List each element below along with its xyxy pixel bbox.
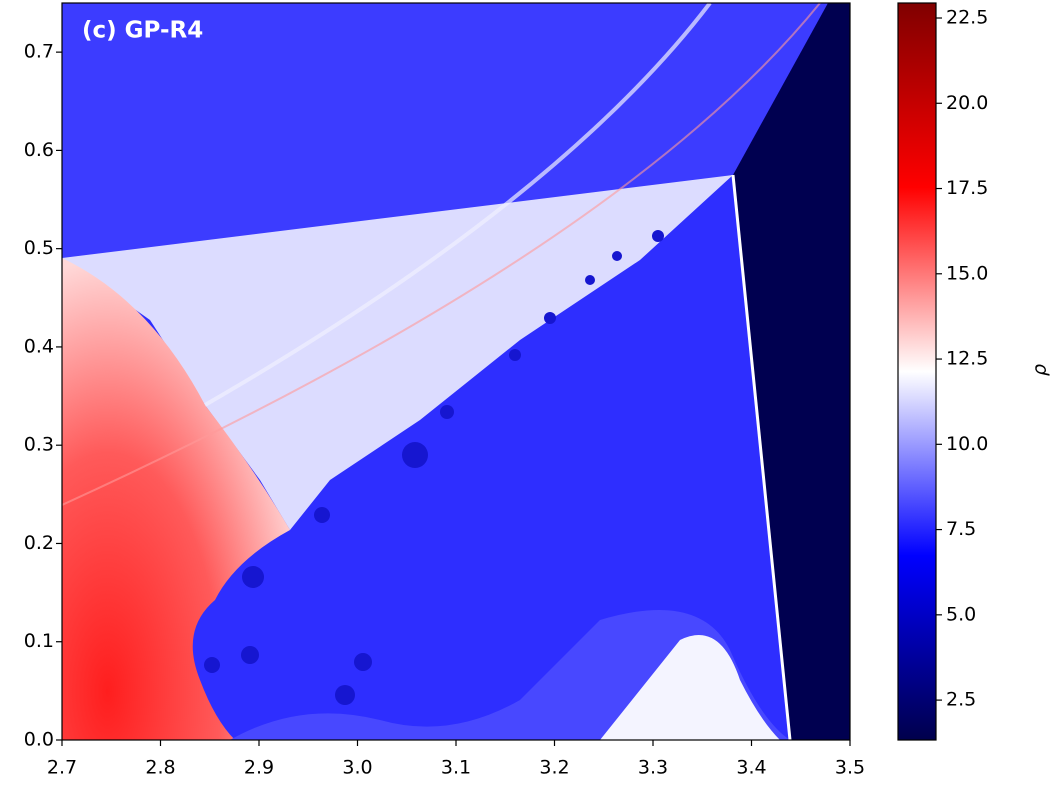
x-tick-label: 3.0 — [342, 757, 372, 779]
y-tick-label: 0.6 — [24, 139, 54, 161]
x-tick-label: 3.5 — [835, 757, 865, 779]
y-tick-label: 0.2 — [24, 532, 54, 554]
colorbar-tick-label: 17.5 — [946, 177, 988, 199]
colorbar-tick-label: 15.0 — [946, 262, 988, 284]
x-tick-label: 2.7 — [47, 757, 77, 779]
x-tick-label: 2.9 — [244, 757, 274, 779]
colorbar — [897, 2, 937, 741]
colorbar-tick-label: 7.5 — [946, 518, 976, 540]
x-tick-label: 3.4 — [736, 757, 766, 779]
x-tick-label: 3.2 — [539, 757, 569, 779]
colorbar-tick-label: 12.5 — [946, 348, 988, 370]
y-tick-label: 0.5 — [24, 237, 54, 259]
colorbar-label: ρ — [1029, 364, 1051, 376]
colorbar-tick-label: 5.0 — [946, 603, 976, 625]
y-tick-label: 0.3 — [24, 434, 54, 456]
colorbar-tick-label: 22.5 — [946, 7, 988, 29]
colorbar-tick-label: 10.0 — [946, 433, 988, 455]
density-field — [62, 3, 850, 740]
x-tick-label: 2.8 — [145, 757, 175, 779]
y-tick-label: 0.4 — [24, 335, 54, 357]
colorbar-tick-label: 2.5 — [946, 689, 976, 711]
x-tick-label: 3.3 — [638, 757, 668, 779]
y-tick-label: 0.7 — [24, 41, 54, 63]
y-tick-label: 0.1 — [24, 630, 54, 652]
chart-title: (c) GP-R4 — [82, 18, 203, 44]
x-tick-label: 3.1 — [441, 757, 471, 779]
y-tick-label: 0.0 — [24, 729, 54, 751]
colorbar-tick-label: 20.0 — [946, 92, 988, 114]
